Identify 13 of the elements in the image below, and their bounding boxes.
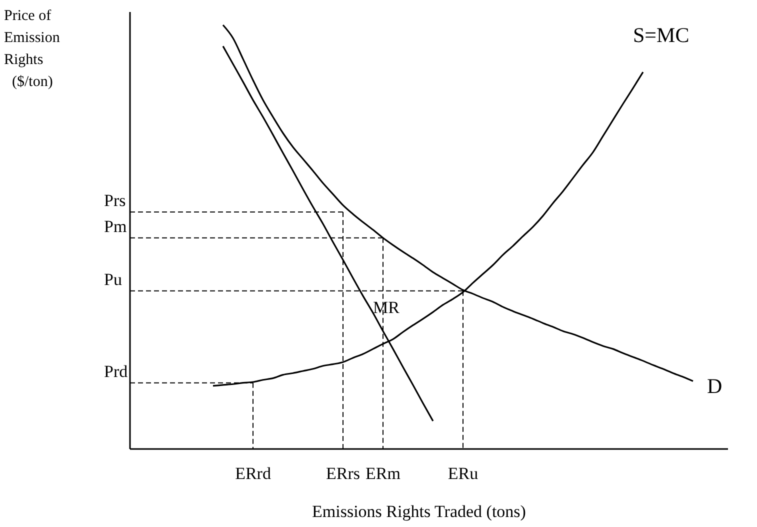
ref-line-label: Pm xyxy=(104,216,127,236)
ref-line-label: Prd xyxy=(104,362,128,381)
series-label: D xyxy=(707,374,722,398)
y-axis-title: Price of Emission Rights ($/ton) xyxy=(4,8,60,90)
x-axis-title: Emissions Rights Traded (tons) xyxy=(312,502,526,521)
x-tick-label: ERu xyxy=(448,464,479,484)
x-tick-label: ERm xyxy=(366,464,400,484)
x-tick-label: ERrd xyxy=(235,464,272,484)
ref-line-label: Pu xyxy=(104,270,122,289)
series-label: S=MC xyxy=(633,23,690,48)
series-label: MR xyxy=(373,298,400,317)
x-tick-label: ERrs xyxy=(326,464,360,484)
ref-line-label: Prs xyxy=(104,190,126,210)
